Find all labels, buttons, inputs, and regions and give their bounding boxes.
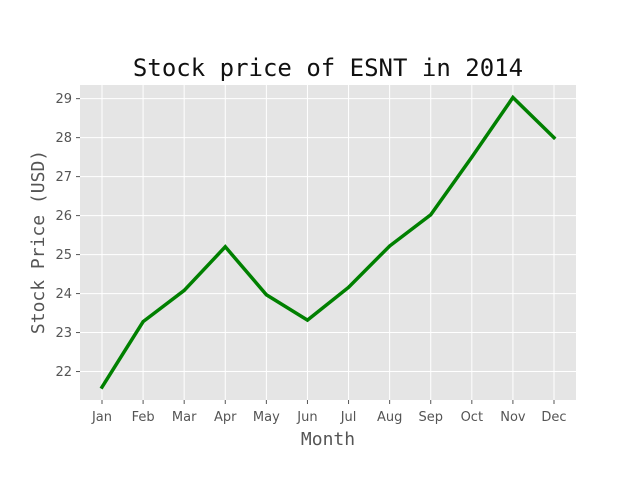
x-tick-label: Apr (214, 410, 237, 425)
y-tick-label: 28 (55, 131, 72, 146)
data-point (347, 285, 351, 289)
y-tick-label: 26 (55, 209, 72, 224)
y-tick-label: 29 (55, 92, 72, 107)
data-point (429, 213, 433, 217)
x-tick-label: Jun (296, 410, 317, 425)
y-tick-label: 25 (55, 248, 72, 263)
data-point (223, 245, 227, 249)
data-point (511, 95, 515, 99)
x-tick-label: Feb (132, 410, 155, 425)
x-tick-label: Jul (340, 410, 357, 425)
x-tick-label: Mar (172, 410, 197, 425)
x-tick-label: Aug (377, 410, 402, 425)
series-layer (99, 94, 557, 390)
x-tick-label: May (253, 410, 280, 425)
y-tick-label: 27 (55, 170, 72, 185)
data-point (100, 385, 104, 389)
data-point (305, 318, 309, 322)
y-tick-label: 23 (55, 326, 72, 341)
x-axis-label: Month (301, 429, 355, 450)
x-tick-labels: Jan Feb Mar Apr May Jun Jul Aug Sep Oct Nov Dec (91, 400, 567, 425)
y-tick-label: 22 (55, 365, 72, 380)
y-axis-label: Stock Price (USD) (28, 150, 49, 334)
y-tick-labels: 22 23 24 25 26 27 28 29 (55, 92, 80, 380)
plot-area (80, 85, 576, 400)
x-tick-label: Dec (541, 410, 566, 425)
series-line (99, 94, 557, 390)
data-point (141, 320, 145, 324)
x-tick-label: Jan (91, 410, 112, 425)
data-point (388, 244, 392, 248)
data-point (264, 293, 268, 297)
chart-title: Stock price of ESNT in 2014 (133, 54, 523, 82)
y-tick-label: 24 (55, 287, 72, 302)
x-tick-label: Sep (418, 410, 443, 425)
data-point (552, 136, 556, 140)
data-point (182, 288, 186, 292)
x-tick-label: Oct (461, 410, 483, 425)
data-point (470, 155, 474, 159)
x-tick-label: Nov (500, 410, 526, 425)
